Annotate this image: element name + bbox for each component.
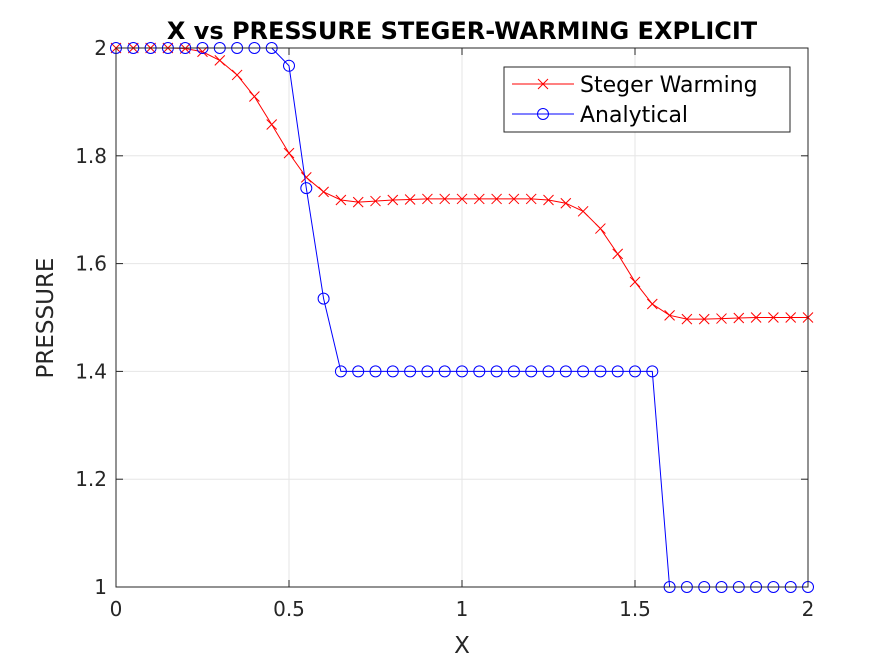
data-point [335, 194, 347, 206]
data-point [369, 365, 382, 378]
x-tick-label: 0.5 [273, 597, 305, 621]
data-point [646, 365, 659, 378]
data-point [716, 313, 727, 324]
x-axis-label: X [454, 633, 470, 659]
data-point [300, 172, 312, 183]
data-point [543, 194, 554, 206]
data-point [681, 313, 693, 325]
data-point [612, 248, 624, 260]
data-point [542, 365, 555, 378]
data-point [750, 312, 762, 323]
data-point [352, 365, 365, 378]
legend-entry: Analytical [512, 103, 688, 128]
data-point [283, 59, 295, 72]
data-point [768, 312, 779, 323]
x-tick-label: 2 [802, 597, 815, 621]
data-point [698, 313, 710, 325]
data-point [664, 309, 675, 321]
ticks: 0 0.5 1 1.5 2 1 1.2 1.4 1.6 1.8 2 [75, 36, 814, 621]
data-point [266, 119, 278, 130]
data-point [595, 223, 606, 234]
data-point [249, 91, 260, 102]
x-tick-label: 1 [456, 597, 469, 621]
data-point [525, 365, 538, 378]
legend-label: Steger Warming [580, 73, 758, 98]
data-point [577, 205, 589, 217]
y-tick-label: 1 [94, 575, 107, 599]
data-point [334, 365, 347, 378]
data-point [559, 365, 572, 378]
data-point [594, 365, 607, 378]
data-point [507, 365, 520, 378]
data-point [560, 197, 572, 209]
legend-entry: Steger Warming [512, 73, 758, 98]
data-point [386, 365, 399, 378]
data-point [785, 312, 797, 323]
data-point [370, 195, 381, 207]
y-tick-label: 1.4 [75, 359, 107, 383]
y-tick-label: 2 [94, 36, 107, 60]
data-point [629, 276, 641, 288]
data-point [404, 365, 417, 378]
data-point [629, 365, 641, 378]
data-point [404, 194, 416, 205]
data-point [387, 194, 399, 206]
legend-marker [537, 108, 549, 120]
data-point [473, 193, 485, 205]
data-point [456, 193, 468, 205]
data-point [214, 55, 226, 66]
data-point [733, 312, 745, 324]
x-tick-label: 1.5 [619, 597, 651, 621]
data-point [577, 365, 590, 378]
data-point [439, 193, 451, 205]
data-point [422, 193, 433, 205]
data-point [508, 193, 520, 205]
legend-box [503, 66, 791, 133]
data-point [231, 69, 243, 81]
data-point [491, 193, 502, 205]
x-tick-label: 0 [110, 597, 123, 621]
data-point [352, 196, 364, 208]
data-point [421, 365, 434, 378]
legend-entries: Steger Warming Analytical [512, 73, 758, 128]
data-point [473, 365, 486, 378]
data-point [283, 147, 295, 159]
y-tick-label: 1.8 [75, 144, 107, 168]
data-point [300, 182, 313, 195]
data-point [317, 292, 330, 305]
y-tick-label: 1.2 [75, 467, 107, 491]
data-point [438, 365, 451, 378]
data-point [318, 186, 329, 198]
chart-title: X vs PRESSURE STEGER-WARMING EXPLICIT [167, 17, 758, 45]
y-tick-label: 1.6 [75, 252, 107, 276]
legend-label: Analytical [580, 103, 688, 128]
data-point [490, 365, 503, 378]
legend-marker [537, 78, 549, 90]
y-axis-label: PRESSURE [33, 258, 59, 379]
legend: Steger Warming Analytical [503, 66, 791, 133]
data-point [611, 365, 624, 378]
data-point [525, 193, 537, 205]
data-point [456, 365, 468, 378]
series-steger-warming [110, 42, 814, 325]
data-point [646, 298, 658, 310]
